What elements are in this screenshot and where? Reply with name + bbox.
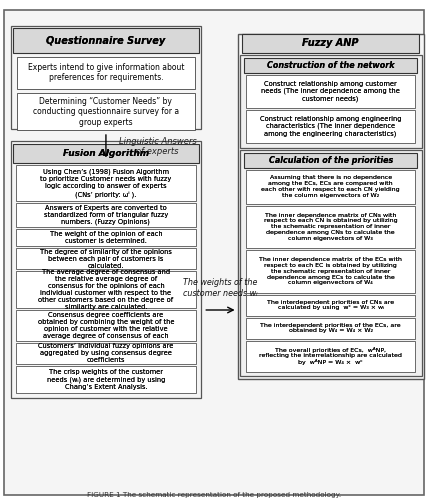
FancyBboxPatch shape [246, 294, 415, 316]
FancyBboxPatch shape [13, 144, 199, 163]
FancyBboxPatch shape [246, 340, 415, 372]
Text: The overall priorities of ECs,  wᴬNP,
reflecting the interrelationship are calcu: The overall priorities of ECs, wᴬNP, ref… [259, 346, 402, 366]
FancyBboxPatch shape [16, 366, 196, 394]
Text: The degree of similarity of the opinions
between each pair of customers is
calcu: The degree of similarity of the opinions… [40, 249, 172, 269]
FancyBboxPatch shape [16, 229, 196, 246]
FancyBboxPatch shape [238, 34, 424, 378]
FancyBboxPatch shape [242, 34, 419, 52]
FancyBboxPatch shape [4, 10, 424, 495]
Text: The average degree of consensus and
the relative average degree of
consensus for: The average degree of consensus and the … [39, 269, 173, 310]
FancyBboxPatch shape [246, 110, 415, 142]
FancyBboxPatch shape [244, 152, 417, 168]
FancyBboxPatch shape [16, 229, 196, 246]
Text: Fuzzy ANP: Fuzzy ANP [302, 38, 359, 48]
Text: Construction of the network: Construction of the network [267, 60, 395, 70]
FancyBboxPatch shape [16, 165, 196, 201]
Text: Assuming that there is no dependence
among the ECs, ECs are compared with
each o: Assuming that there is no dependence amo… [262, 176, 400, 198]
Text: The degree of similarity of the opinions
between each pair of customers is
calcu: The degree of similarity of the opinions… [40, 249, 172, 269]
FancyBboxPatch shape [246, 250, 415, 292]
Text: The interdependent priorities of the ECs, are
obtained by W₄ = W₄ × W₂: The interdependent priorities of the ECs… [260, 322, 401, 334]
Text: The overall priorities of ECs,  wᴬNP,
reflecting the interrelationship are calcu: The overall priorities of ECs, wᴬNP, ref… [259, 346, 402, 366]
Text: Questionnaire Survey: Questionnaire Survey [46, 36, 166, 46]
FancyBboxPatch shape [246, 75, 415, 108]
FancyBboxPatch shape [13, 144, 199, 163]
Text: Construct relationship among customer
needs (The inner dependence among the
cust: Construct relationship among customer ne… [261, 81, 400, 102]
Text: Construction of the network: Construction of the network [267, 60, 395, 70]
FancyBboxPatch shape [16, 343, 196, 364]
FancyBboxPatch shape [246, 206, 415, 248]
Text: The average degree of consensus and
the relative average degree of
consensus for: The average degree of consensus and the … [39, 269, 173, 310]
FancyBboxPatch shape [16, 165, 196, 201]
Text: Experts intend to give information about
preferences for requirements.: Experts intend to give information about… [28, 63, 184, 82]
FancyBboxPatch shape [246, 250, 415, 292]
Text: Assuming that there is no dependence
among the ECs, ECs are compared with
each o: Assuming that there is no dependence amo… [262, 176, 400, 198]
FancyBboxPatch shape [16, 272, 196, 308]
Text: FIGURE 1 The schematic representation of the proposed methodology.: FIGURE 1 The schematic representation of… [87, 492, 341, 498]
Text: Using Chen’s (1998) Fusion Algorithm
to prioritize Customer needs with fuzzy
log: Using Chen’s (1998) Fusion Algorithm to … [40, 168, 172, 198]
FancyBboxPatch shape [246, 318, 415, 338]
FancyBboxPatch shape [16, 272, 196, 308]
FancyBboxPatch shape [240, 55, 422, 148]
Text: Fusion Algorithm: Fusion Algorithm [63, 149, 149, 158]
FancyBboxPatch shape [240, 150, 422, 376]
FancyBboxPatch shape [244, 58, 417, 72]
FancyBboxPatch shape [244, 58, 417, 72]
Text: Consensus degree coefficients are
obtained by combining the weight of the
opinio: Consensus degree coefficients are obtain… [38, 312, 174, 339]
FancyBboxPatch shape [242, 34, 419, 52]
Text: The interdependent priorities of CNs are
calculated by using  wᶜ = W₃ × wᵢ: The interdependent priorities of CNs are… [267, 300, 394, 310]
FancyBboxPatch shape [246, 110, 415, 142]
FancyBboxPatch shape [16, 203, 196, 227]
Text: Construct relationship among customer
needs (The inner dependence among the
cust: Construct relationship among customer ne… [261, 81, 400, 102]
Text: Calculation of the priorities: Calculation of the priorities [268, 156, 393, 164]
FancyBboxPatch shape [16, 310, 196, 341]
FancyBboxPatch shape [246, 294, 415, 316]
Text: Fuzzy ANP: Fuzzy ANP [302, 38, 359, 48]
Text: The inner dependence matrix of CNs with
respect to each CN is obtained by utiliz: The inner dependence matrix of CNs with … [264, 212, 398, 241]
Text: Linguistic Answers
of experts: Linguistic Answers of experts [119, 136, 196, 156]
Text: Calculation of the priorities: Calculation of the priorities [268, 156, 393, 164]
FancyBboxPatch shape [16, 203, 196, 227]
Text: The inner dependence matrix of the ECs with
respect to each EC is obtained by ut: The inner dependence matrix of the ECs w… [259, 257, 402, 286]
FancyBboxPatch shape [246, 75, 415, 108]
Text: The weights of the
customer needs wᵢ: The weights of the customer needs wᵢ [183, 278, 258, 297]
Text: The inner dependence matrix of CNs with
respect to each CN is obtained by utiliz: The inner dependence matrix of CNs with … [264, 212, 398, 241]
Text: Construct relationship among engineering
characteristics (The inner dependence
a: Construct relationship among engineering… [260, 116, 401, 137]
FancyBboxPatch shape [16, 248, 196, 270]
Text: The crisp weights of the customer
needs (wᵢ) are determined by using
Chang’s Ext: The crisp weights of the customer needs … [47, 370, 165, 390]
FancyBboxPatch shape [246, 318, 415, 338]
FancyBboxPatch shape [16, 343, 196, 364]
FancyBboxPatch shape [17, 56, 195, 89]
FancyBboxPatch shape [240, 55, 422, 148]
FancyBboxPatch shape [240, 150, 422, 376]
Text: Construct relationship among engineering
characteristics (The inner dependence
a: Construct relationship among engineering… [260, 116, 401, 137]
Text: Answers of Experts are converted to
standardized form of triangular fuzzy
number: Answers of Experts are converted to stan… [44, 204, 168, 225]
FancyBboxPatch shape [16, 366, 196, 394]
Text: The weight of the opinion of each
customer is determined.: The weight of the opinion of each custom… [50, 231, 162, 244]
Text: Customers’ individual fuzzy opinions are
aggregated by using consensus degree
co: Customers’ individual fuzzy opinions are… [38, 344, 174, 363]
Text: Using Chen’s (1998) Fusion Algorithm
to prioritize Customer needs with fuzzy
log: Using Chen’s (1998) Fusion Algorithm to … [40, 168, 172, 198]
Text: The crisp weights of the customer
needs (wᵢ) are determined by using
Chang’s Ext: The crisp weights of the customer needs … [47, 370, 165, 390]
FancyBboxPatch shape [16, 310, 196, 341]
FancyBboxPatch shape [246, 170, 415, 203]
Text: Consensus degree coefficients are
obtained by combining the weight of the
opinio: Consensus degree coefficients are obtain… [38, 312, 174, 339]
FancyBboxPatch shape [16, 248, 196, 270]
Text: The weight of the opinion of each
customer is determined.: The weight of the opinion of each custom… [50, 231, 162, 244]
FancyBboxPatch shape [17, 93, 195, 130]
FancyBboxPatch shape [244, 152, 417, 168]
FancyBboxPatch shape [246, 170, 415, 203]
FancyBboxPatch shape [11, 142, 201, 398]
FancyBboxPatch shape [11, 26, 201, 128]
Text: The inner dependence matrix of the ECs with
respect to each EC is obtained by ut: The inner dependence matrix of the ECs w… [259, 257, 402, 286]
Text: Answers of Experts are converted to
standardized form of triangular fuzzy
number: Answers of Experts are converted to stan… [44, 204, 168, 225]
FancyBboxPatch shape [13, 28, 199, 52]
Text: The interdependent priorities of the ECs, are
obtained by W₄ = W₄ × W₂: The interdependent priorities of the ECs… [260, 322, 401, 334]
FancyBboxPatch shape [13, 28, 199, 52]
Text: Customers’ individual fuzzy opinions are
aggregated by using consensus degree
co: Customers’ individual fuzzy opinions are… [38, 344, 174, 363]
FancyBboxPatch shape [246, 340, 415, 372]
FancyBboxPatch shape [246, 206, 415, 248]
Text: Questionnaire Survey: Questionnaire Survey [46, 36, 166, 46]
Text: Determining “Customer Needs” by
conducting questionnaire survey for a
group expe: Determining “Customer Needs” by conducti… [33, 97, 179, 126]
Text: The interdependent priorities of CNs are
calculated by using  wᶜ = W₃ × wᵢ: The interdependent priorities of CNs are… [267, 300, 394, 310]
Text: Fusion Algorithm: Fusion Algorithm [63, 149, 149, 158]
